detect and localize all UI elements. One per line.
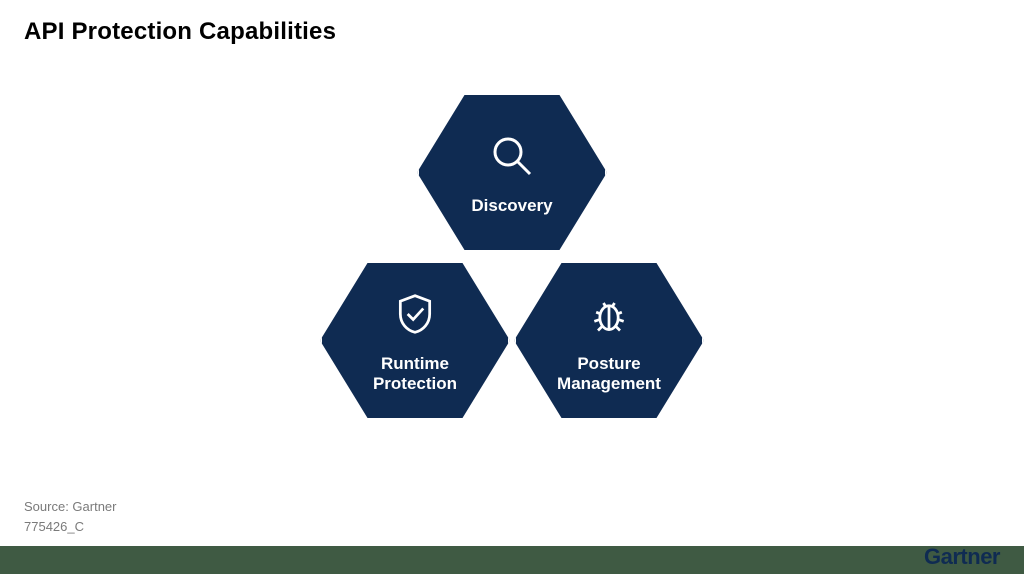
bug-icon (583, 288, 635, 340)
slide: API Protection Capabilities Discovery (0, 0, 1024, 574)
hex-discovery: Discovery (417, 90, 607, 255)
shield-check-icon (389, 288, 441, 340)
source-text: Source: Gartner (24, 499, 117, 514)
hex-runtime: RuntimeProtection (320, 258, 510, 423)
hex-posture: PostureManagement (514, 258, 704, 423)
hex-diagram: Discovery RuntimeProtection (0, 60, 1024, 546)
hex-body: RuntimeProtection (320, 258, 510, 423)
magnifier-icon (486, 130, 538, 182)
brand-logo: Gartner (924, 544, 1000, 570)
footer-bar (0, 546, 1024, 574)
hex-label-discovery: Discovery (471, 196, 552, 216)
slide-code: 775426_C (24, 519, 84, 534)
page-title: API Protection Capabilities (24, 18, 336, 46)
hex-label-posture: PostureManagement (557, 354, 661, 393)
hex-body: PostureManagement (514, 258, 704, 423)
hex-label-runtime: RuntimeProtection (373, 354, 457, 393)
hex-body: Discovery (417, 90, 607, 255)
